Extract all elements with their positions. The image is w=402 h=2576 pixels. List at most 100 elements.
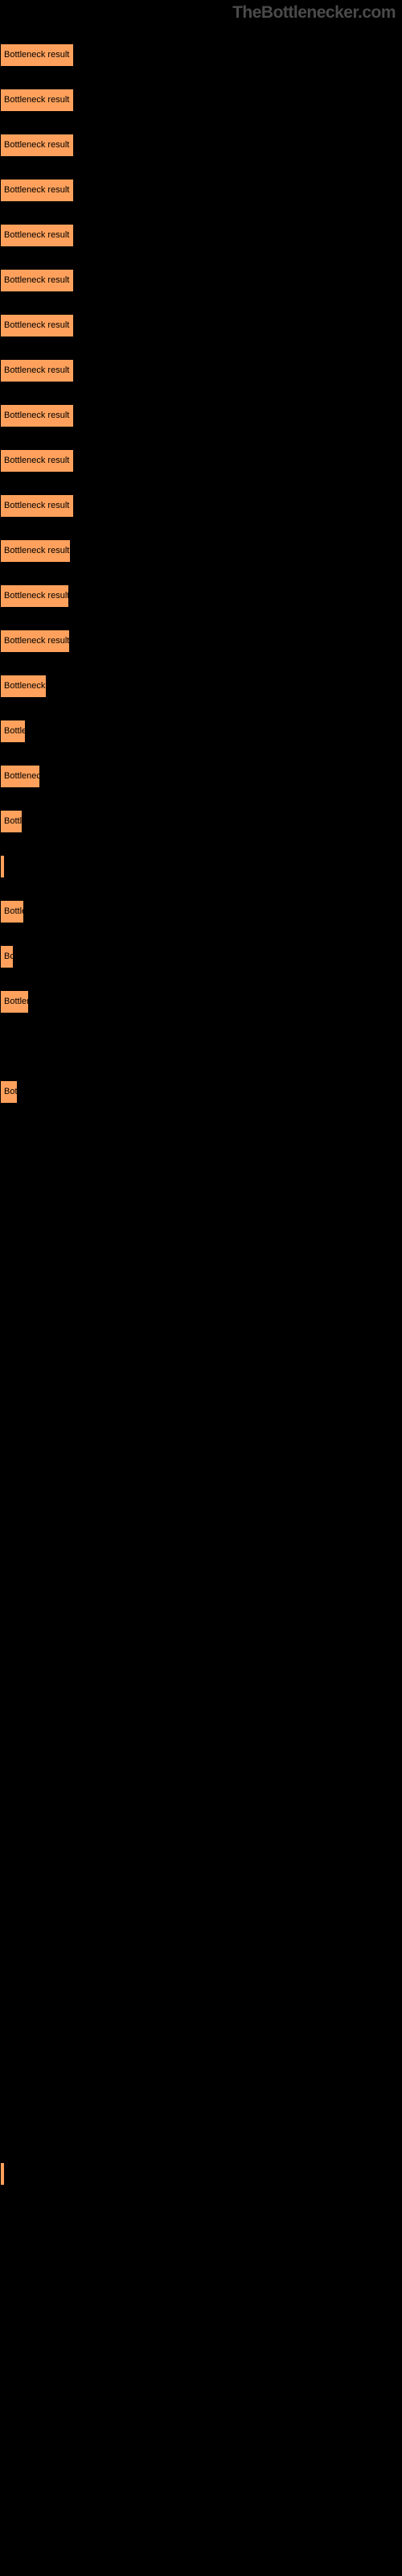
bar-row: Bottleneck result [0,1745,402,1790]
bar-row: Bottleneck result [0,2196,402,2241]
bar-row: Bottleneck result [0,1835,402,1880]
bar: Bottleneck result [0,134,74,157]
bar-row: Bottleneck result [0,1430,402,1475]
bar-label: Bottleneck result [4,861,5,871]
bar-label: Bottleneck result [4,546,69,555]
bar: Bottleneck result [0,269,74,292]
bar-row: Bottleneck result [0,1880,402,1926]
bar-row: Bottleneck result [0,122,402,167]
bar: Bottleneck result [0,675,47,698]
bar: Bottleneck result [0,945,14,968]
bar-row: Bottleneck result [0,1475,402,1520]
bar-row: Bottleneck result [0,1565,402,1610]
bar-label: Bottleneck result [4,140,69,150]
bar-label: Bottleneck result [4,365,69,375]
bar: Bottleneck result [0,404,74,427]
bar-label: Bottleneck result [4,95,69,105]
bar-row: Bottleneck result [0,2331,402,2376]
bar-row: Bottleneck result [0,2286,402,2331]
bar-row: Bottleneck result [0,753,402,799]
bar-row: Bottleneck result [0,2421,402,2467]
bar: Bottleneck result [0,810,23,833]
bar: Bottleneck result [0,630,70,653]
bar: Bottleneck result [0,224,74,247]
bar-row: Bottleneck result [0,393,402,438]
bar-label: Bottleneck result [4,952,14,961]
bar-label: Bottleneck result [4,275,69,285]
bar-row: Bottleneck result [0,1159,402,1204]
bar-label: Bottleneck result [4,816,23,826]
bar: Bottleneck result [0,1080,18,1104]
bar-row: Bottleneck result [0,483,402,528]
bar-row: Bottleneck result [0,1971,402,2016]
bar-row: Bottleneck result [0,528,402,573]
bar-row: Bottleneck result [0,1926,402,1971]
bar-row: Bottleneck result [0,303,402,348]
bar-row: Bottleneck result [0,1204,402,1249]
bar-row: Bottleneck result [0,979,402,1024]
bar-row: Bottleneck result [0,1790,402,1835]
bar: Bottleneck result [0,449,74,473]
bar-row: Bottleneck result [0,708,402,753]
bar: Bottleneck result [0,43,74,67]
bar: Bottleneck result [0,314,74,337]
bar-label: Bottleneck result [4,230,69,240]
bar-row: Bottleneck result [0,348,402,393]
bar: Bottleneck result [0,990,29,1013]
bar-row: Bottleneck result [0,844,402,889]
bar-row: Bottleneck result [0,2016,402,2061]
bar-label: Bottleneck result [4,2169,5,2178]
bar-row: Bottleneck result [0,663,402,708]
bar-row: Bottleneck result [0,258,402,303]
bar: Bottleneck result [0,539,71,563]
bar-row: Bottleneck result [0,1340,402,1385]
bar-row: Bottleneck result [0,2512,402,2557]
bar-row: Bottleneck result [0,1249,402,1294]
bar-row: Bottleneck result [0,2467,402,2512]
bar: Bottleneck result [0,179,74,202]
bar-label: Bottleneck result [4,636,69,646]
bar: Bottleneck result [0,765,40,788]
bar: Bottleneck result [0,2162,5,2186]
bar-row: Bottleneck result [0,77,402,122]
bar-row: Bottleneck result [0,1024,402,1069]
bar: Bottleneck result [0,494,74,518]
bar-row: Bottleneck result [0,2106,402,2151]
bar-label: Bottleneck result [4,906,24,916]
bar-row: Bottleneck result [0,213,402,258]
bar-row: Bottleneck result [0,2376,402,2421]
bar-row: Bottleneck result [0,1294,402,1340]
bar: Bottleneck result [0,855,5,878]
bar-row: Bottleneck result [0,1114,402,1159]
bar-label: Bottleneck result [4,997,29,1006]
bar-row: Bottleneck result [0,1069,402,1114]
bar-row: Bottleneck result [0,1385,402,1430]
bar-label: Bottleneck result [4,501,69,510]
bar-row: Bottleneck result [0,2241,402,2286]
bar-label: Bottleneck result [4,1087,18,1096]
watermark-text: TheBottlenecker.com [232,3,396,23]
bar-label: Bottleneck result [4,411,69,420]
bar-row: Bottleneck result [0,573,402,618]
bar-row: Bottleneck result [0,934,402,979]
bar-row: Bottleneck result [0,799,402,844]
bar: Bottleneck result [0,89,74,112]
bar-row: Bottleneck result [0,1610,402,1655]
bar-row: Bottleneck result [0,889,402,934]
bar-label: Bottleneck result [4,456,69,465]
bar-row: Bottleneck result [0,438,402,483]
bar-row: Bottleneck result [0,2061,402,2106]
bar: Bottleneck result [0,720,26,743]
bar: Bottleneck result [0,584,69,608]
bar-row: Bottleneck result [0,1655,402,1700]
bar: Bottleneck result [0,359,74,382]
bar: Bottleneck result [0,900,24,923]
bar-label: Bottleneck result [4,185,69,195]
bar-label: Bottleneck result [4,771,40,781]
bar-row: Bottleneck result [0,167,402,213]
bar-row: Bottleneck result [0,2151,402,2196]
bar-row: Bottleneck result [0,1700,402,1745]
bar-label: Bottleneck result [4,50,69,60]
bar-label: Bottleneck result [4,320,69,330]
bar-row: Bottleneck result [0,32,402,77]
